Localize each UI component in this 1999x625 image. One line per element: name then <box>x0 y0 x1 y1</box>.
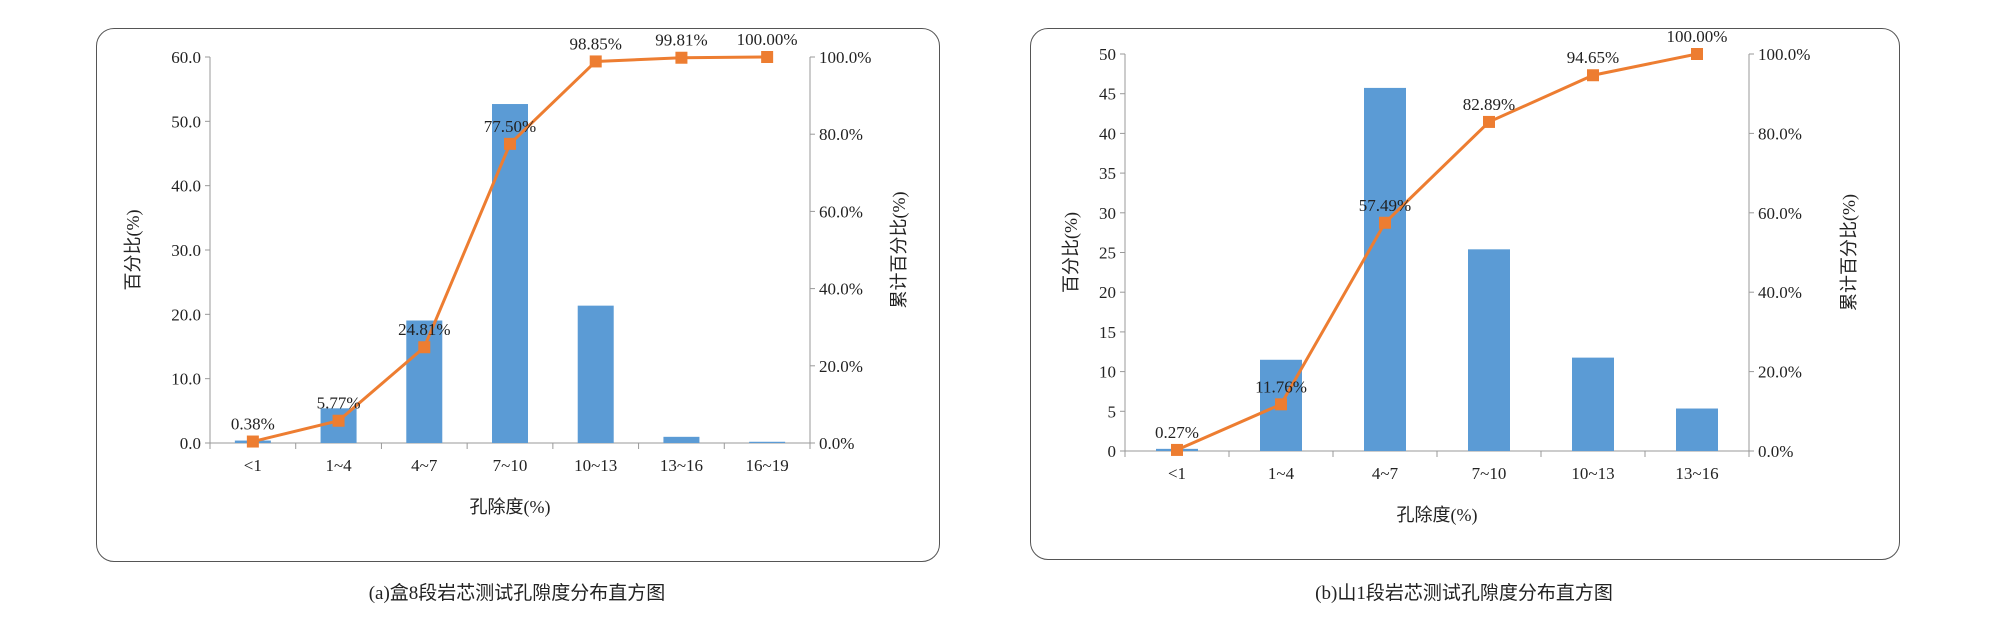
cumulative-data-label: 82.89% <box>1463 95 1515 114</box>
cumulative-marker <box>418 341 431 354</box>
cumulative-data-label: 24.81% <box>398 320 450 339</box>
y2-axis-title: 累计百分比(%) <box>889 192 910 309</box>
x-tick-label: 10~13 <box>574 456 617 475</box>
chart-panel-b: 0 5 10 15 20 25 30 35 40 45 50 0.0% 20.0% 40.0% 60.0% 8… <box>1030 27 1900 560</box>
bar <box>1468 249 1510 451</box>
x-axis-title: 孔除度(%) <box>1397 505 1478 526</box>
x-tick-label: <1 <box>244 456 262 475</box>
cumulative-data-label: 100.00% <box>1667 27 1728 46</box>
x-tick-label: 4~7 <box>411 456 438 475</box>
y-tick-label: 10.0 <box>171 370 201 389</box>
y-tick-label: 0.0 <box>180 434 201 453</box>
y2-tick-label: 20.0% <box>819 357 863 376</box>
cumulative-data-label: 0.27% <box>1155 423 1199 442</box>
cumulative-marker <box>675 51 688 64</box>
cumulative-data-label: 94.65% <box>1567 48 1619 67</box>
cumulative-marker <box>1171 443 1183 456</box>
y2-tick-label: 40.0% <box>819 280 863 299</box>
cumulative-marker <box>1483 115 1495 128</box>
y-tick-label: 10 <box>1099 363 1116 382</box>
y2-tick-label: 60.0% <box>819 202 863 221</box>
y-tick-label: 20.0 <box>171 305 201 324</box>
bar <box>1364 87 1406 451</box>
bar <box>1572 357 1614 451</box>
cumulative-data-label: 98.85% <box>570 34 622 53</box>
bar <box>577 305 614 443</box>
y2-tick-label: 60.0% <box>1758 204 1802 223</box>
cumulative-data-label: 77.50% <box>484 117 536 136</box>
y-axis-title: 百分比(%) <box>1061 212 1082 293</box>
histogram-chart-b: 0 5 10 15 20 25 30 35 40 45 50 0.0% 20.0% 40.0% 60.0% 8… <box>1061 27 1860 526</box>
bar <box>663 436 700 443</box>
y2-tick-label: 80.0% <box>1758 124 1802 143</box>
x-tick-label: 1~4 <box>1268 464 1295 483</box>
chart-caption-b: (b)山1段岩芯测试孔隙度分布直方图 <box>1315 583 1613 604</box>
bar <box>749 441 786 443</box>
y-tick-label: 45 <box>1099 85 1116 104</box>
x-tick-label: 7~10 <box>1472 464 1507 483</box>
cumulative-data-label: 11.76% <box>1255 377 1307 396</box>
cumulative-marker <box>332 414 345 427</box>
y-tick-label: 5 <box>1108 402 1117 421</box>
cumulative-marker <box>1691 48 1703 60</box>
x-tick-label: 7~10 <box>493 456 528 475</box>
cumulative-data-label: 57.49% <box>1359 196 1411 215</box>
chart-caption-a: (a)盒8段岩芯测试孔隙度分布直方图 <box>368 583 666 604</box>
y2-tick-label: 80.0% <box>819 125 863 144</box>
cumulative-marker <box>761 51 774 63</box>
x-tick-label: <1 <box>1168 464 1186 483</box>
bar <box>492 104 528 444</box>
bar <box>406 320 443 443</box>
cumulative-data-label: 0.38% <box>231 415 275 434</box>
cumulative-data-label: 100.00% <box>737 30 798 49</box>
x-tick-label: 10~13 <box>1571 464 1614 483</box>
y-tick-label: 30 <box>1099 204 1116 223</box>
x-axis-title: 孔除度(%) <box>470 497 551 518</box>
cumulative-marker <box>1379 216 1391 229</box>
cumulative-data-label: 99.81% <box>655 31 707 50</box>
cumulative-marker <box>504 137 516 150</box>
y2-tick-label: 40.0% <box>1758 283 1802 302</box>
y2-tick-label: 0.0% <box>819 434 854 453</box>
cumulative-marker <box>1275 398 1287 411</box>
y-tick-label: 60.0 <box>171 48 201 67</box>
histogram-chart-a: 0.0 10.0 20.0 30.0 40.0 50.0 60.0 0.0% 20.0% 40.0… <box>123 30 910 518</box>
cumulative-line <box>1176 52 1698 452</box>
y-tick-label: 50 <box>1099 45 1116 64</box>
y-tick-label: 40 <box>1099 124 1116 143</box>
cumulative-marker <box>1587 69 1599 82</box>
y-tick-label: 0 <box>1108 442 1117 461</box>
y-tick-label: 30.0 <box>171 241 201 260</box>
y-tick-label: 35 <box>1099 164 1116 183</box>
y2-tick-label: 100.0% <box>819 48 871 67</box>
y-tick-label: 15 <box>1099 323 1116 342</box>
cumulative-data-label: 5.77% <box>317 394 361 413</box>
y-tick-label: 40.0 <box>171 177 201 196</box>
y-axis-title: 百分比(%) <box>123 210 144 291</box>
x-tick-label: 4~7 <box>1372 464 1399 483</box>
chart-panel-a: 0.0 10.0 20.0 30.0 40.0 50.0 60.0 0.0% 20.0% 40.0… <box>96 28 940 562</box>
x-tick-label: 13~16 <box>660 456 703 475</box>
y-tick-label: 20 <box>1099 283 1116 302</box>
cumulative-marker <box>246 435 259 448</box>
x-tick-label: 13~16 <box>1675 464 1718 483</box>
y2-axis-title: 累计百分比(%) <box>1839 194 1860 311</box>
cumulative-marker <box>589 55 602 68</box>
y2-tick-label: 100.0% <box>1758 45 1810 64</box>
x-tick-label: 16~19 <box>746 456 789 475</box>
y-tick-label: 25 <box>1099 244 1116 263</box>
bar <box>1676 408 1718 451</box>
x-tick-label: 1~4 <box>325 456 352 475</box>
y2-tick-label: 0.0% <box>1758 442 1793 461</box>
y-tick-label: 50.0 <box>171 112 201 131</box>
y2-tick-label: 20.0% <box>1758 363 1802 382</box>
